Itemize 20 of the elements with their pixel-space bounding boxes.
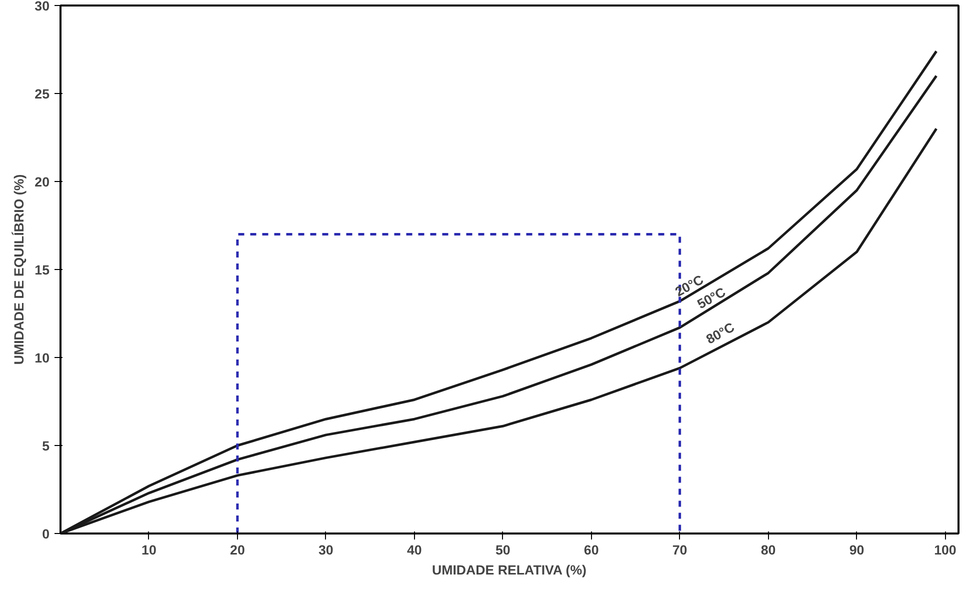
x-tick-label: 50 xyxy=(495,542,510,558)
x-tick-label: 90 xyxy=(849,542,864,558)
x-tick-label: 30 xyxy=(318,542,334,558)
y-axis-title: UMIDADE DE EQUILÍBRIO (%) xyxy=(12,174,27,365)
y-tick-label: 20 xyxy=(34,174,50,190)
y-tick-label: 5 xyxy=(42,438,50,454)
x-axis-title: UMIDADE RELATIVA (%) xyxy=(432,562,587,578)
y-tick-label: 30 xyxy=(34,0,50,14)
x-tick-label: 100 xyxy=(934,542,956,558)
y-tick-label: 0 xyxy=(42,526,50,542)
y-tick-label: 10 xyxy=(34,350,50,366)
y-tick-label: 15 xyxy=(34,262,50,278)
x-tick-label: 70 xyxy=(672,542,688,558)
x-tick-label: 80 xyxy=(760,542,776,558)
annotation: 80°C xyxy=(704,319,738,347)
x-tick-label: 20 xyxy=(230,542,245,558)
x-tick-label: 60 xyxy=(584,542,599,558)
y-tick-label: 25 xyxy=(34,86,50,102)
x-tick-label: 10 xyxy=(142,542,156,558)
x-tick-label: 40 xyxy=(406,542,422,558)
